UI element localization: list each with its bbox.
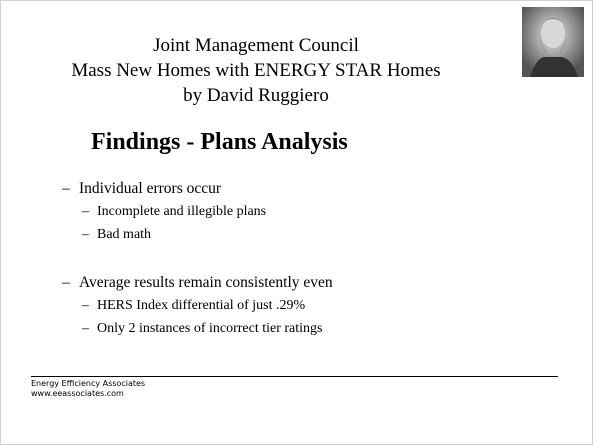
title-line: Mass New Homes with ENERGY STAR Homes [41, 60, 471, 82]
footer-line: Energy Efficiency Associates [31, 379, 145, 388]
sub-bullet: Only 2 instances of incorrect tier ratin… [97, 321, 322, 337]
slide: Joint Management Council Mass New Homes … [0, 0, 593, 445]
title-line: Joint Management Council [41, 35, 471, 57]
footer-line: www.eeassociates.com [31, 389, 124, 398]
sub-bullet: Incomplete and illegible plans [97, 204, 266, 220]
portrait [522, 7, 584, 77]
sub-bullet: Bad math [97, 227, 151, 243]
title-line: by David Ruggiero [41, 85, 471, 107]
bullet: Average results remain consistently even [79, 274, 333, 292]
bullet: Individual errors occur [79, 180, 221, 198]
heading: Findings - Plans Analysis [91, 129, 348, 156]
sub-bullet: HERS Index differential of just .29% [97, 298, 305, 314]
footer-rule [31, 376, 558, 377]
